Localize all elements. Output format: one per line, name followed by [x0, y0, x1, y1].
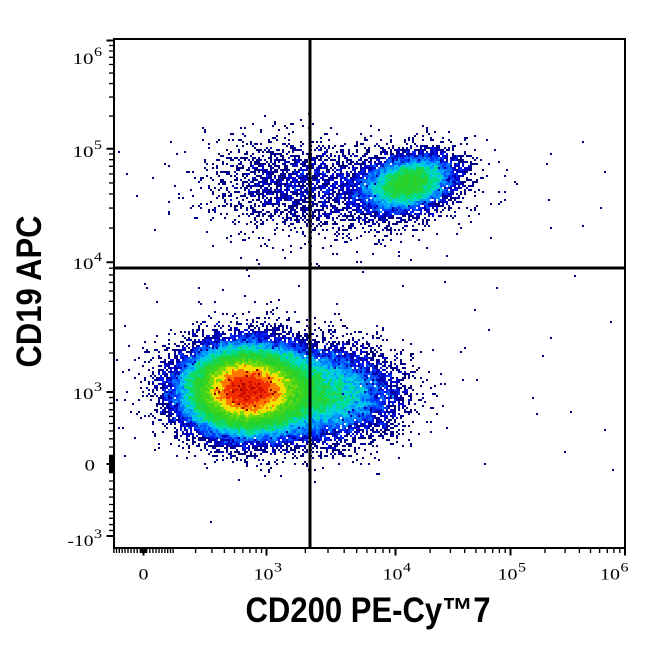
- svg-text:106: 106: [73, 44, 103, 68]
- svg-text:0: 0: [139, 567, 149, 584]
- svg-text:105: 105: [498, 560, 527, 584]
- svg-text:103: 103: [254, 560, 283, 584]
- svg-text:-103: -103: [68, 526, 103, 550]
- svg-text:CD200 PE-Cy™7: CD200 PE-Cy™7: [246, 591, 491, 630]
- svg-text:103: 103: [73, 379, 103, 403]
- svg-text:104: 104: [383, 560, 412, 584]
- svg-text:CD19 APC: CD19 APC: [10, 216, 49, 368]
- svg-text:106: 106: [600, 560, 629, 584]
- svg-text:0: 0: [85, 458, 96, 475]
- svg-text:105: 105: [73, 137, 103, 161]
- svg-text:104: 104: [73, 249, 103, 273]
